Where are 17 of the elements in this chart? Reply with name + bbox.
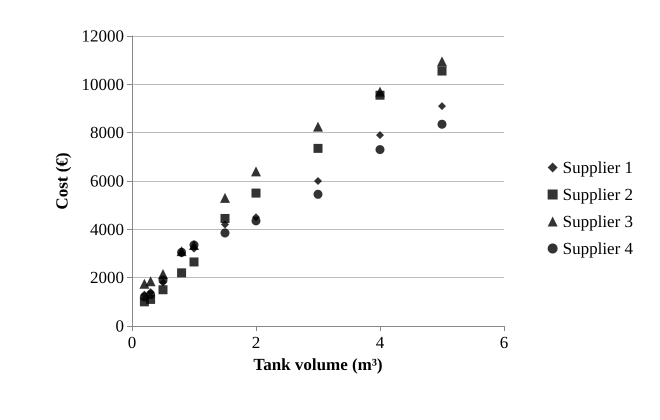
- y-tick-label: 0: [116, 316, 124, 336]
- x-tick-label: 6: [500, 333, 508, 352]
- x-axis-title: Tank volume (m³): [253, 355, 383, 374]
- legend-label: Supplier 4: [562, 239, 634, 258]
- y-tick-label: 4000: [90, 220, 124, 239]
- y-tick-label: 12000: [82, 26, 124, 46]
- y-tick-label: 8000: [90, 123, 124, 142]
- x-tick-label: 0: [128, 333, 136, 352]
- legend-label: Supplier 1: [562, 158, 633, 177]
- x-tick-label: 4: [376, 333, 385, 352]
- legend-label: Supplier 3: [562, 212, 633, 231]
- y-tick-label: 2000: [90, 268, 124, 288]
- y-tick-label: 10000: [82, 74, 124, 94]
- y-axis-title: Cost (€): [52, 152, 72, 210]
- y-tick-label: 6000: [90, 172, 124, 190]
- legend-label: Supplier 2: [562, 185, 633, 204]
- x-tick-label: 2: [252, 333, 260, 352]
